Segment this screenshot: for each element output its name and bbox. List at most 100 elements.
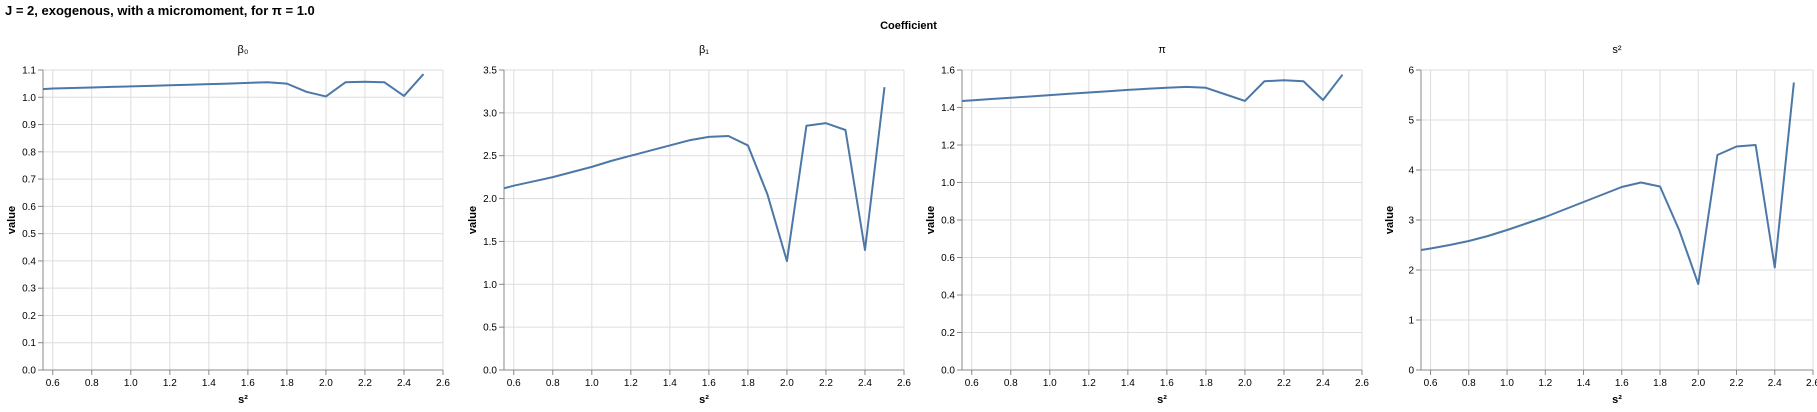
x-tick-label: 1.6 <box>702 378 716 389</box>
y-tick-label: 1.1 <box>22 66 36 77</box>
series-line <box>1420 82 1795 285</box>
y-tick-label: 4 <box>1408 166 1414 177</box>
y-tick-label: 0.9 <box>22 120 36 131</box>
y-tick-label: 0.8 <box>941 216 955 227</box>
y-tick-label: 0.4 <box>941 291 955 302</box>
x-tick-label: 1.8 <box>741 378 755 389</box>
x-tick-label: 1.4 <box>663 378 677 389</box>
y-tick-label: 0.0 <box>941 366 955 377</box>
x-tick-label: 2.4 <box>858 378 872 389</box>
x-tick-label: 1.8 <box>1199 378 1213 389</box>
x-tick-label: 0.6 <box>965 378 979 389</box>
x-tick-label: 2.6 <box>1806 378 1817 389</box>
panel-title: π <box>1158 44 1166 56</box>
x-tick-label: 1.0 <box>1043 378 1057 389</box>
x-tick-label: 0.6 <box>1424 378 1438 389</box>
y-tick-label: 0.5 <box>483 323 497 334</box>
series-line <box>42 73 425 98</box>
x-tick-label: 0.8 <box>85 378 99 389</box>
y-axis-title: value <box>925 206 937 234</box>
y-tick-label: 3.0 <box>483 108 497 119</box>
chart-panel-2: 0.6 0.8 1.0 1.2 1.4 1.6 1.8 2.0 2.2 2.4 2.6 0.0 0.5 1… <box>467 44 911 406</box>
y-tick-label: 0.8 <box>22 147 36 158</box>
y-tick-label: 2.0 <box>483 194 497 205</box>
x-tick-label: 2.4 <box>1316 378 1330 389</box>
facet-header: Coefficient <box>880 20 937 32</box>
x-tick-label: 2.6 <box>1355 378 1369 389</box>
y-tick-label: 1.4 <box>941 103 955 114</box>
y-tick-label: 3 <box>1408 216 1414 227</box>
x-tick-label: 1.4 <box>1577 378 1591 389</box>
x-tick-label: 1.8 <box>280 378 294 389</box>
y-tick-label: 5 <box>1408 116 1414 127</box>
x-tick-label: 0.8 <box>1462 378 1476 389</box>
x-tick-label: 1.0 <box>124 378 138 389</box>
y-tick-label: 0.7 <box>22 175 36 186</box>
x-tick-label: 1.2 <box>1082 378 1096 389</box>
x-axis-title: s² <box>238 394 248 406</box>
x-tick-label: 0.6 <box>46 378 60 389</box>
x-tick-label: 1.6 <box>1615 378 1629 389</box>
x-tick-label: 1.2 <box>1538 378 1552 389</box>
y-tick-label: 1.6 <box>941 66 955 77</box>
x-tick-label: 0.6 <box>507 378 521 389</box>
panel-title: β₀ <box>238 44 249 56</box>
y-tick-label: 1.2 <box>941 141 955 152</box>
series-line <box>503 87 886 263</box>
x-tick-label: 2.6 <box>436 378 450 389</box>
y-tick-label: 3.5 <box>483 66 497 77</box>
x-tick-label: 2.0 <box>319 378 333 389</box>
x-tick-label: 2.4 <box>397 378 411 389</box>
y-tick-label: 2 <box>1408 266 1414 277</box>
y-tick-label: 0.3 <box>22 284 36 295</box>
y-tick-label: 1.0 <box>22 93 36 104</box>
y-tick-label: 0.6 <box>941 253 955 264</box>
y-tick-label: 2.5 <box>483 151 497 162</box>
x-tick-label: 0.8 <box>1004 378 1018 389</box>
y-tick-label: 1.0 <box>941 178 955 189</box>
x-tick-label: 2.2 <box>358 378 372 389</box>
y-tick-label: 0 <box>1408 366 1414 377</box>
y-tick-label: 0.4 <box>22 256 36 267</box>
chart-panel-1: 0.6 0.8 1.0 1.2 1.4 1.6 1.8 2.0 2.2 2.4 2.6 0.0 0.1 0… <box>6 44 450 406</box>
x-tick-label: 2.6 <box>897 378 911 389</box>
y-tick-label: 1.5 <box>483 237 497 248</box>
y-tick-label: 0.5 <box>22 229 36 240</box>
x-tick-label: 1.4 <box>1121 378 1135 389</box>
x-tick-label: 2.2 <box>1277 378 1291 389</box>
y-tick-label: 1.0 <box>483 280 497 291</box>
y-tick-label: 0.0 <box>483 366 497 377</box>
x-tick-label: 0.8 <box>546 378 560 389</box>
y-tick-label: 0.0 <box>22 366 36 377</box>
x-axis-title: s² <box>1612 394 1622 406</box>
panel-title: s² <box>1612 44 1622 56</box>
y-tick-label: 6 <box>1408 66 1414 77</box>
x-tick-label: 1.2 <box>624 378 638 389</box>
x-tick-label: 1.0 <box>585 378 599 389</box>
y-tick-label: 0.2 <box>22 311 36 322</box>
y-axis-title: value <box>6 206 18 234</box>
chart-panel-3: 0.6 0.8 1.0 1.2 1.4 1.6 1.8 2.0 2.2 2.4 2.6 0.0 0.2 0… <box>925 44 1369 406</box>
x-tick-label: 1.6 <box>241 378 255 389</box>
x-tick-label: 2.2 <box>819 378 833 389</box>
x-tick-label: 2.0 <box>780 378 794 389</box>
x-tick-label: 1.0 <box>1500 378 1514 389</box>
x-axis-title: s² <box>699 394 709 406</box>
x-tick-label: 2.4 <box>1768 378 1782 389</box>
panel-title: β₁ <box>699 44 709 56</box>
y-tick-label: 0.6 <box>22 202 36 213</box>
y-axis-title: value <box>467 206 479 234</box>
x-tick-label: 1.4 <box>202 378 216 389</box>
series-line <box>961 74 1344 102</box>
y-tick-label: 0.1 <box>22 338 36 349</box>
page-title: J = 2, exogenous, with a micromoment, fo… <box>5 3 315 18</box>
y-tick-label: 1 <box>1408 316 1414 327</box>
x-tick-label: 2.0 <box>1691 378 1705 389</box>
y-tick-label: 0.2 <box>941 328 955 339</box>
y-axis-title: value <box>1384 206 1396 234</box>
chart-panel-4: 0.6 0.8 1.0 1.2 1.4 1.6 1.8 2.0 2.2 2.4 2.6 0 1 2 3 4 5 6… <box>1384 44 1817 406</box>
x-tick-label: 2.0 <box>1238 378 1252 389</box>
x-tick-label: 1.2 <box>163 378 177 389</box>
x-tick-label: 2.2 <box>1730 378 1744 389</box>
